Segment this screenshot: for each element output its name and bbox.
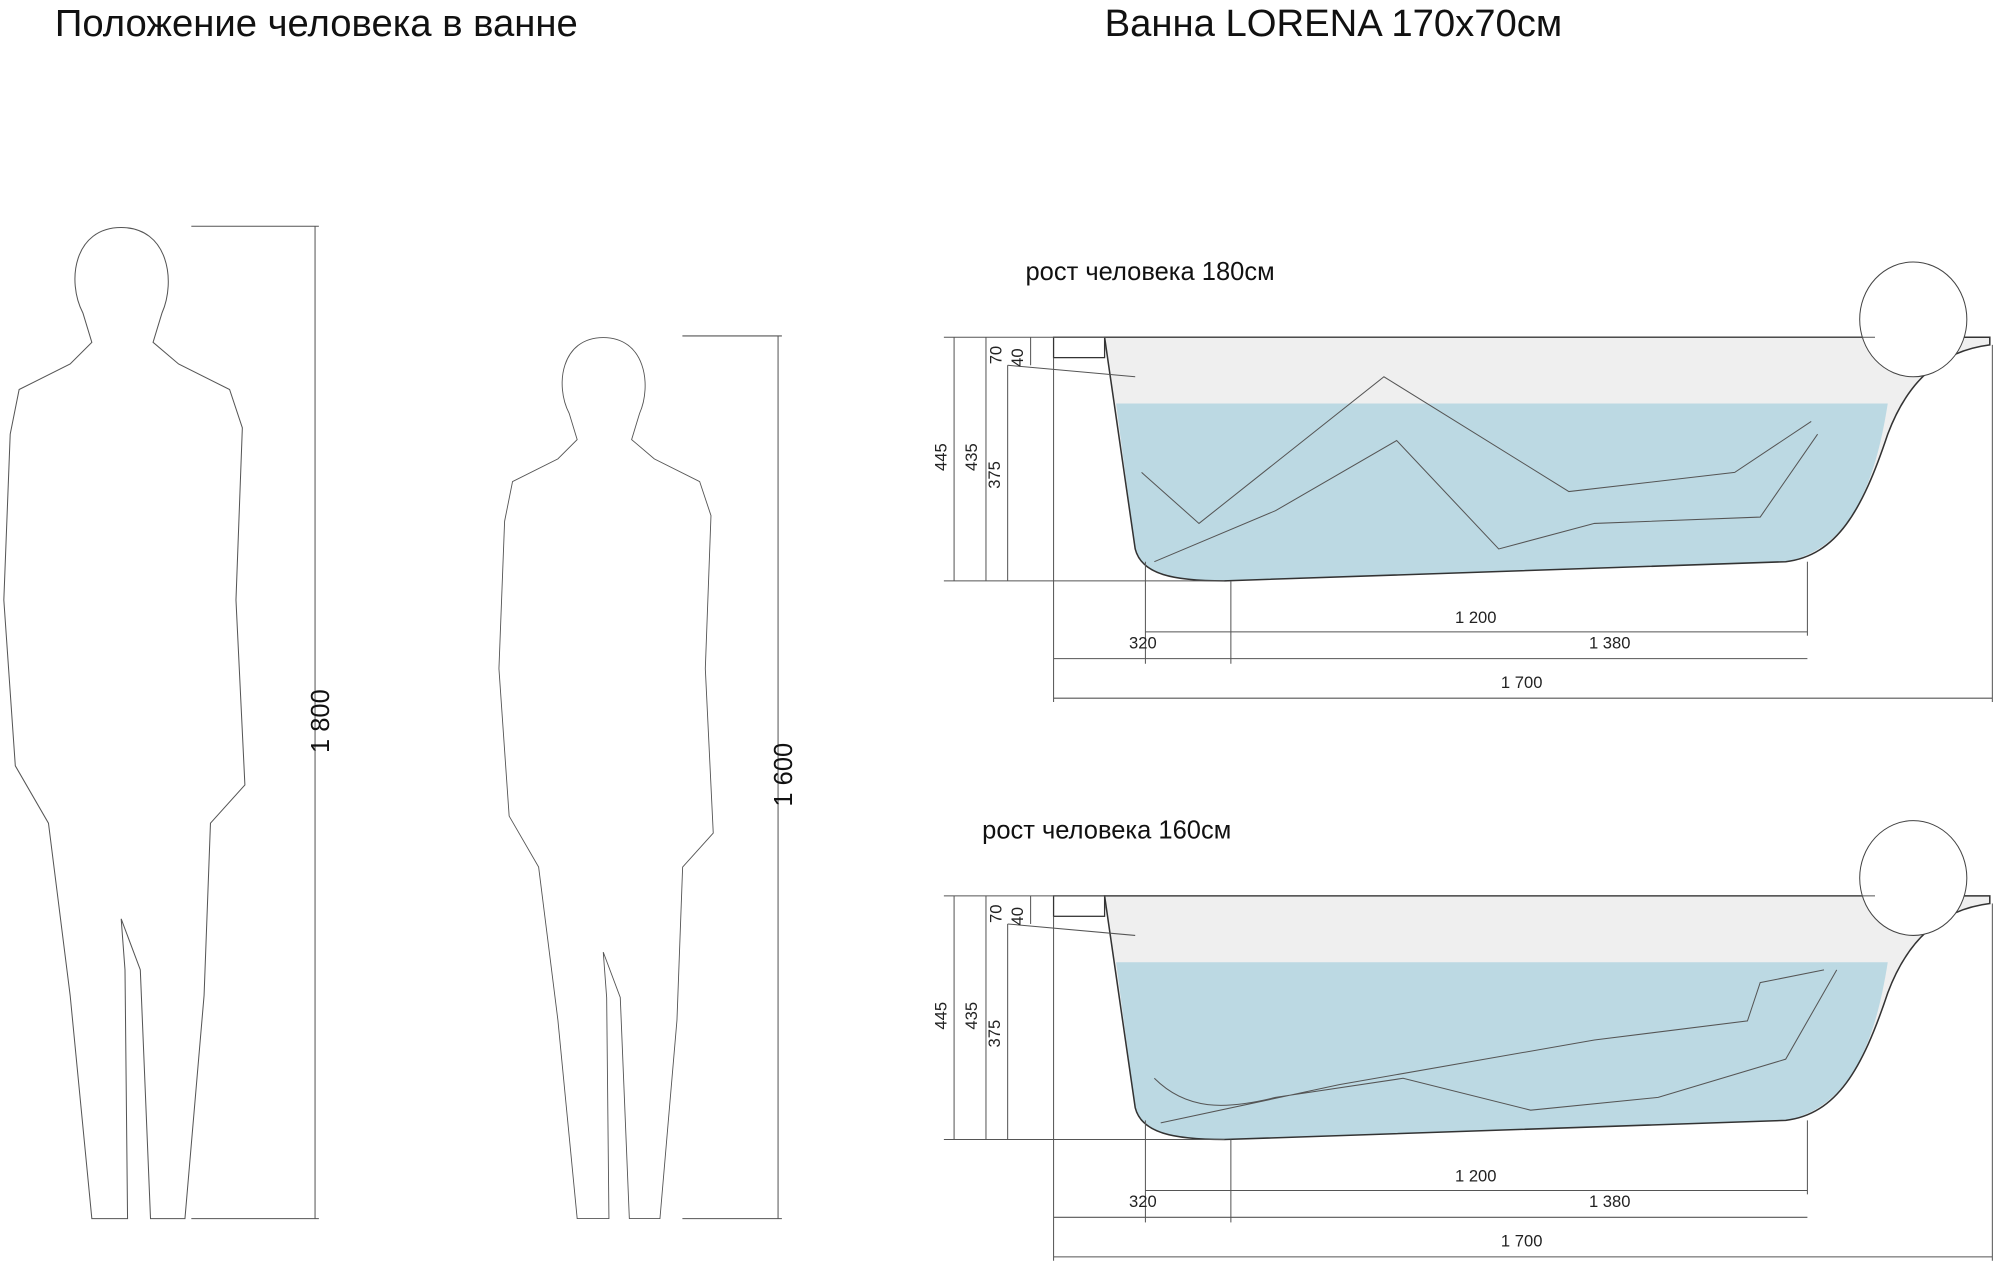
dimension-label: 1 200 bbox=[1455, 1167, 1496, 1186]
dimension-label: 445 bbox=[931, 443, 950, 471]
caption: рост человека 180см bbox=[1026, 258, 1275, 286]
dimension-label: 1 700 bbox=[1501, 1232, 1542, 1251]
dimension-label: 320 bbox=[1129, 633, 1157, 652]
dimension-label: 40 bbox=[1008, 907, 1027, 925]
dimension-label: 70 bbox=[986, 346, 1005, 364]
silhouette bbox=[3, 227, 246, 1220]
figure-180: 1 800 bbox=[3, 225, 335, 1220]
rim bbox=[1052, 895, 1106, 917]
dimension-label: 1 380 bbox=[1589, 633, 1630, 652]
body bbox=[1141, 376, 1819, 563]
right-title: Ванна LORENA 170x70см bbox=[1105, 2, 1563, 45]
head bbox=[1859, 820, 1968, 936]
rim bbox=[1052, 336, 1106, 359]
dimension-label: 320 bbox=[1129, 1192, 1157, 1211]
dimension-label: 40 bbox=[1008, 348, 1027, 366]
silhouette bbox=[498, 337, 714, 1220]
body bbox=[1153, 969, 1838, 1124]
height-label: 1 800 bbox=[307, 689, 335, 753]
caption: рост человека 160см bbox=[982, 816, 1231, 844]
dim-line bbox=[1007, 923, 1136, 936]
water bbox=[1116, 403, 1888, 581]
head bbox=[1859, 261, 1968, 378]
figure-160: 1 600 bbox=[498, 335, 798, 1220]
dimension-label: 375 bbox=[985, 461, 1004, 489]
dimension-label: 1 380 bbox=[1589, 1192, 1630, 1211]
dimension-label: 70 bbox=[986, 905, 1005, 923]
dimension-label: 1 700 bbox=[1501, 673, 1542, 692]
dimension-label: 375 bbox=[985, 1020, 1004, 1048]
dim-line bbox=[1007, 364, 1136, 378]
dimension-label: 435 bbox=[962, 443, 981, 471]
dimension-label: 435 bbox=[962, 1002, 981, 1030]
height-label: 1 600 bbox=[770, 743, 798, 807]
water bbox=[1116, 962, 1888, 1140]
dimension-label: 1 200 bbox=[1455, 608, 1496, 627]
dimension-label: 445 bbox=[931, 1002, 950, 1030]
left-title: Положение человека в ванне bbox=[55, 2, 578, 45]
